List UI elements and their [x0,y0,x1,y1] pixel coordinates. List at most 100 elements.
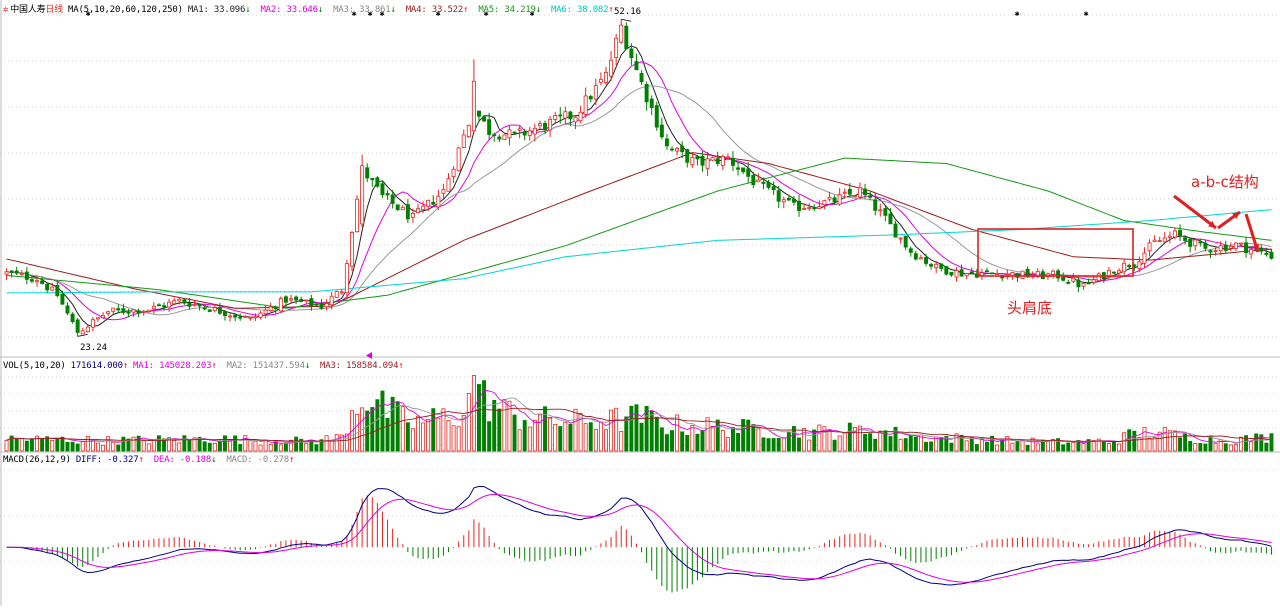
candle-body [324,303,329,308]
volume-bar [131,436,136,452]
volume-ma-list: MA1: 145028.203↑ MA2: 151437.594↓ MA3: 158… [133,361,414,371]
candle-body [898,237,903,240]
candle-body [1147,242,1152,252]
candle-body [578,111,583,122]
event-marker-icon: ✱ [1015,9,1020,18]
volume-bar [1076,440,1081,452]
volume-bar [634,404,639,452]
candle-body [563,111,568,119]
volume-bar [771,438,776,452]
volume-bar [75,443,80,452]
head-shoulders-label: 头肩底 [1007,299,1053,317]
volume-bar [1264,442,1269,452]
candle-body [670,148,674,151]
candle-body [55,285,60,297]
candle-body [156,304,161,307]
volume-bar [974,444,979,452]
volume-bar [527,426,532,452]
volume-bar [1147,437,1152,452]
event-marker-icon: ✱ [368,9,373,18]
volume-bar [400,406,405,452]
period-label[interactable]: 日线 [45,5,64,15]
candle-body [720,156,725,166]
volume-ma-value-2: MA2: 151437.594↓ [226,361,311,371]
volume-bar [700,430,705,452]
candle-body [106,311,111,314]
candle-body [426,199,431,207]
candle-body [888,213,893,225]
volume-bar [781,437,786,452]
volume-bar [985,441,989,452]
volume-bar [979,438,984,452]
low-marker-line [77,334,88,337]
volume-bar [512,414,517,452]
volume-bar [578,413,583,452]
volume-bar [568,423,573,452]
candle-body [1208,250,1213,253]
price-header: ✲ 中国人寿日线 MA(5,10,20,60,120,250) MA1: 33.096… [3,2,624,15]
candle-body [405,204,410,220]
candle-body [339,291,344,294]
volume-bar [715,419,720,452]
candle-body [1264,252,1269,255]
candle-body [370,178,375,180]
candle-body [385,193,390,196]
candle-body [512,131,517,134]
candle-body [162,305,166,308]
volume-bar [1025,444,1030,452]
candle-body [212,307,217,312]
candle-body [786,198,791,201]
volume-bar [487,421,492,452]
volume-bar [126,438,131,452]
volume-bar [624,416,629,452]
volume-bar [1152,437,1157,452]
candle-body [1081,283,1086,287]
volume-bar [964,440,969,452]
volume-bar [563,421,568,452]
candle-body [1167,235,1172,238]
volume-bar [299,438,304,452]
volume-bar [588,422,593,452]
abc-structure-label: a-b-c结构 [1191,173,1259,191]
candle-body [85,326,90,333]
ma-value-5: MA5: 34.219↓ [478,5,541,15]
volume-bar [685,434,690,452]
candle-body [659,124,664,138]
gear-icon[interactable]: ✲ [3,5,9,15]
event-marker-icon: ✱ [1084,9,1089,18]
candle-body [329,295,334,306]
volume-bar [1005,436,1010,452]
candle-body [1112,271,1116,274]
ma-value-arrow-2: ↓ [317,5,324,15]
volume-bar [385,417,390,452]
volume-bar [990,435,995,452]
candle-body [964,273,969,277]
candle-body [593,85,598,100]
candle-body [146,309,151,312]
event-marker-icon: ✱ [86,9,91,18]
volume-bar [60,436,65,452]
candle-body [416,208,420,213]
candle-body [507,129,512,139]
volume-bar [70,441,75,452]
volume-header: VOL(5,10,20) 171614.000↑ MA1: 145028.203↑ M… [3,361,414,371]
candle-body [365,167,370,179]
volume-bar [731,427,735,452]
candle-body [1127,264,1132,268]
volume-bar [954,433,959,452]
candle-body [1071,277,1076,282]
volume-bar [29,438,34,452]
volume-bar [1162,427,1167,452]
candle-body [1244,242,1249,253]
volume-bar [55,438,60,452]
volume-bar [893,426,898,452]
volume-params: VOL(5,10,20) [3,361,66,371]
candle-body [40,280,45,284]
volume-bar [380,390,385,452]
volume-bar [1096,438,1101,452]
candle-body [436,195,441,208]
candle-body [451,168,456,177]
candle-body [842,191,847,194]
candle-body [852,195,857,198]
